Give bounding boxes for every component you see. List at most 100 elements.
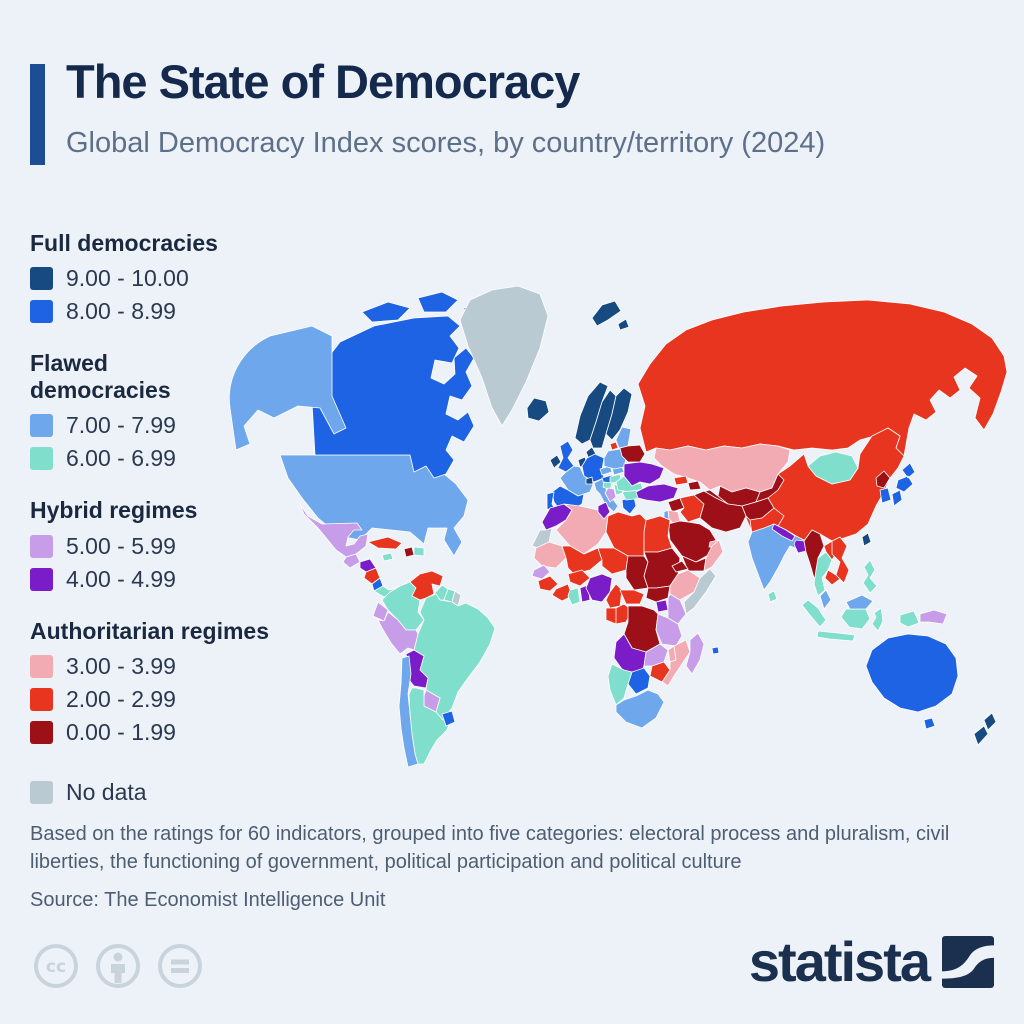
- legend-color-chip: [30, 414, 53, 438]
- country-russia: [637, 299, 1008, 457]
- country-malaysia: [819, 589, 832, 610]
- country-algeria: [555, 503, 609, 555]
- legend-color-chip: [30, 267, 53, 291]
- legend-color-chip: [30, 721, 53, 745]
- country-tanzania: [655, 613, 683, 647]
- country-uganda: [655, 599, 669, 613]
- equals-icon: [158, 944, 202, 988]
- country-peru: [377, 611, 419, 655]
- legend-group: Hybrid regimes 5.00 - 5.99 4.00 - 4.99: [30, 497, 320, 598]
- country-dominican-republic: [413, 546, 425, 557]
- statista-logo-mark: [942, 936, 994, 988]
- legend-range-label: 2.00 - 2.99: [66, 686, 176, 713]
- country-papua-new-guinea: [919, 609, 948, 625]
- country-south-sudan: [645, 585, 671, 603]
- country-nepal: [771, 523, 796, 542]
- country-belarus: [619, 444, 646, 463]
- country-namibia: [607, 663, 633, 706]
- country-georgia: [673, 475, 689, 486]
- legend-color-chip: [30, 534, 53, 558]
- country-cuba: [367, 536, 403, 550]
- country-bangladesh: [793, 539, 807, 554]
- country-kazakhstan: [653, 443, 791, 493]
- country-new-zealand: [973, 712, 997, 746]
- country-indonesia: [801, 599, 920, 642]
- country-mauritius: [711, 646, 720, 655]
- legend-range-label: 3.00 - 3.99: [66, 653, 176, 680]
- country-nigeria: [585, 573, 613, 603]
- legend-range-label: 7.00 - 7.99: [66, 412, 176, 439]
- legend-row: 3.00 - 3.99: [30, 653, 320, 680]
- legend-range-label: 9.00 - 10.00: [66, 265, 189, 292]
- country-south-africa: [615, 689, 665, 729]
- country-taiwan: [861, 532, 872, 547]
- legend-range-label: 4.00 - 4.99: [66, 565, 176, 592]
- country-kenya: [667, 593, 687, 625]
- legend-group: Flawed democracies 7.00 - 7.99 6.00 - 6.99: [30, 350, 320, 478]
- country-canada: [311, 315, 475, 479]
- country-norway: [574, 381, 609, 445]
- country-egypt: [643, 515, 673, 553]
- country-kaliningrad: [609, 441, 619, 451]
- country-philippines: [862, 559, 878, 594]
- country-tunisia: [597, 501, 611, 520]
- license-badges: cc: [32, 942, 204, 990]
- country-senegal: [531, 564, 551, 580]
- country-saudi-arabia: [667, 520, 717, 563]
- legend-color-chip: [30, 300, 53, 324]
- statista-logo: statista: [749, 934, 994, 990]
- country-venezuela: [409, 570, 444, 601]
- country-switzerland: [585, 476, 594, 485]
- country-south-korea: [879, 487, 892, 504]
- country-turkey: [635, 483, 679, 503]
- country-ghana: [567, 587, 581, 606]
- country-iceland: [526, 397, 550, 422]
- country-borneo-malaysia: [845, 594, 874, 610]
- country-finland: [605, 387, 633, 441]
- legend-range-label: No data: [66, 779, 147, 806]
- country-ireland: [549, 454, 562, 469]
- country-eritrea: [671, 560, 689, 573]
- footnote: Based on the ratings for 60 indicators, …: [30, 823, 950, 874]
- legend-row: 6.00 - 6.99: [30, 445, 320, 472]
- country-mexico: [299, 503, 369, 558]
- legend-row: 7.00 - 7.99: [30, 412, 320, 439]
- attribution-icon: [96, 944, 140, 988]
- world-map: [228, 285, 1008, 768]
- legend-row: No data: [30, 779, 320, 806]
- country-iran: [693, 490, 747, 533]
- legend-range-label: 5.00 - 5.99: [66, 532, 176, 559]
- legend-range-label: 0.00 - 1.99: [66, 719, 176, 746]
- country-guinea: [537, 575, 559, 592]
- legend-color-chip: [30, 781, 53, 805]
- svg-text:cc: cc: [46, 957, 66, 977]
- country-svalbard: [591, 300, 630, 331]
- country-chile: [398, 655, 419, 768]
- country-australia: [865, 633, 959, 730]
- country-north-korea: [875, 470, 891, 489]
- country-azerbaijan: [687, 480, 702, 491]
- legend-group: Full democracies 9.00 - 10.00 8.00 - 8.99: [30, 230, 320, 331]
- legend-row: 9.00 - 10.00: [30, 265, 320, 292]
- country-mongolia: [807, 451, 859, 485]
- legend: Full democracies 9.00 - 10.00 8.00 - 8.99 F…: [30, 230, 320, 812]
- legend-row: 8.00 - 8.99: [30, 298, 320, 325]
- country-zimbabwe: [649, 661, 671, 683]
- country-baltics: [615, 426, 632, 449]
- country-mozambique: [661, 639, 691, 687]
- country-jordan: [667, 509, 681, 524]
- country-somalia: [683, 568, 717, 615]
- page-title: The State of Democracy: [66, 55, 580, 108]
- legend-row: 2.00 - 2.99: [30, 686, 320, 713]
- legend-color-chip: [30, 567, 53, 591]
- country-niger: [597, 547, 629, 575]
- legend-row: 5.00 - 5.99: [30, 533, 320, 560]
- legend-group-label: Full democracies: [30, 230, 218, 256]
- legend-group-label: Flawed democracies: [30, 350, 171, 403]
- country-ivory-coast: [551, 583, 573, 602]
- legend-group-label: Hybrid regimes: [30, 497, 198, 524]
- legend-row: 4.00 - 4.99: [30, 566, 320, 593]
- country-madagascar: [685, 632, 705, 675]
- legend-group-label: Authoritarian regimes: [30, 617, 269, 644]
